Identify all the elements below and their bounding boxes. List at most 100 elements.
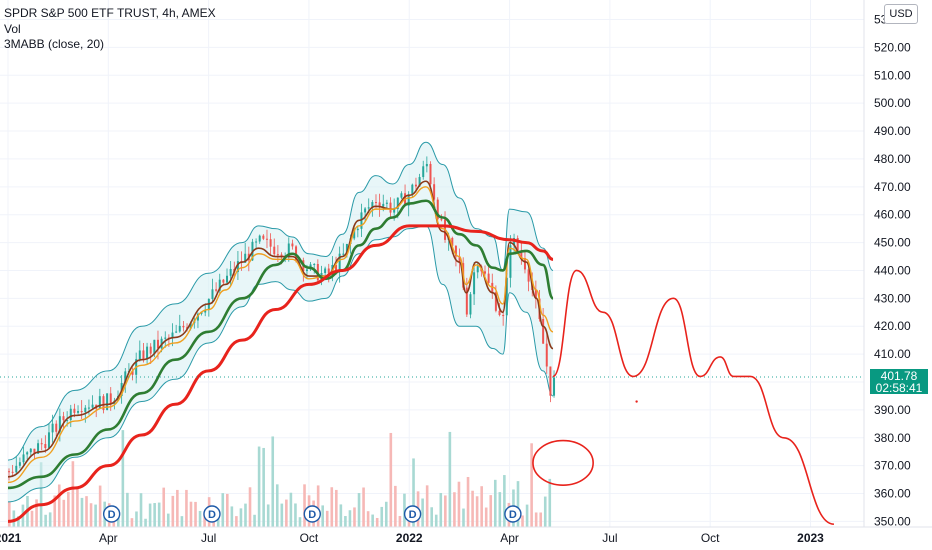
candle-body — [69, 408, 72, 421]
volume-bar — [53, 495, 57, 527]
candle-body — [400, 193, 403, 198]
candle-body — [178, 325, 181, 332]
time-axis[interactable]: 2021 Apr Jul Oct 2022 Apr Jul Oct 2023 — [0, 531, 824, 545]
volume-bar — [17, 516, 20, 527]
candle-body — [62, 416, 65, 421]
volume-bar — [194, 501, 197, 527]
volume-bar — [466, 476, 470, 527]
volume-bar — [235, 516, 238, 527]
volume-bar — [484, 507, 488, 527]
dividend-marker-icon[interactable] — [102, 505, 121, 523]
volume-bar — [8, 501, 11, 527]
candle-body — [335, 264, 338, 272]
candle-body — [273, 246, 276, 255]
volume-bar — [171, 495, 175, 527]
dividend-marker-icon[interactable] — [303, 505, 321, 523]
last-price-badge: 401.78 02:58:41 — [870, 369, 928, 394]
candle-body — [211, 289, 214, 300]
volume-bar — [226, 493, 229, 527]
moving-averages — [0, 180, 864, 523]
volume-bar — [521, 515, 524, 527]
candle-body — [534, 290, 537, 299]
volume-bar — [166, 513, 170, 527]
drawn-circle — [532, 439, 594, 486]
candle-body — [505, 277, 508, 316]
candle-body — [262, 235, 265, 239]
candle-body — [87, 407, 90, 409]
price-tick-label: 440.00 — [874, 263, 911, 277]
volume-bar — [76, 488, 79, 527]
price-tick-label: 470.00 — [874, 180, 911, 194]
currency-button[interactable]: USD — [884, 4, 918, 24]
price-tick-label: 460.00 — [874, 208, 911, 222]
volume-bar — [289, 492, 293, 527]
dividend-marker-icon[interactable] — [403, 505, 422, 523]
price-tick-label: 410.00 — [874, 347, 911, 361]
candle-body — [342, 253, 345, 255]
volume-bar — [489, 495, 493, 527]
candle-body — [367, 207, 370, 209]
candle-body — [84, 407, 87, 413]
volume-bar — [434, 514, 438, 527]
candle-body — [91, 404, 94, 408]
dividend-marker-icon[interactable] — [504, 505, 522, 523]
candle-body — [364, 208, 367, 213]
volume-bar — [130, 518, 134, 527]
volume-bar — [298, 517, 302, 527]
volume-bar — [239, 508, 243, 527]
volume-bar — [498, 492, 502, 527]
candle-body — [236, 261, 239, 273]
time-tick-label: Jul — [602, 531, 617, 545]
volume-bar — [548, 478, 552, 527]
candle-body — [553, 377, 556, 396]
candle-body — [545, 343, 548, 367]
volume-bar — [321, 505, 324, 527]
volume-bar — [67, 491, 70, 527]
volume-bar — [475, 496, 479, 527]
volume-bar — [185, 489, 188, 527]
candle-body — [454, 245, 457, 257]
volume-bar — [366, 511, 370, 527]
candle-body — [182, 325, 185, 328]
volume-bar — [448, 431, 452, 527]
volume-bar — [362, 487, 365, 527]
volume-bar — [339, 504, 343, 527]
volume-bar — [425, 485, 429, 527]
candle-body — [98, 396, 101, 409]
volume-bar — [189, 501, 193, 527]
price-tick-label: 390.00 — [874, 403, 911, 417]
candle-body — [469, 294, 472, 315]
candle-body — [476, 266, 479, 273]
candle-body — [131, 370, 134, 375]
price-tick-label: 380.00 — [874, 431, 911, 445]
candle-body — [15, 465, 18, 473]
bollinger-band — [7, 141, 554, 503]
indicator-legend: 3MABB (close, 20) — [4, 37, 105, 51]
volume-bar — [344, 516, 347, 527]
volume-bar — [271, 436, 275, 527]
volume-bar — [71, 461, 75, 527]
candle-body — [327, 268, 330, 274]
time-tick-label: Apr — [500, 531, 519, 545]
candle-body — [109, 393, 112, 405]
candle-body — [156, 339, 159, 349]
candle-body — [215, 289, 218, 291]
price-tick-label: 510.00 — [874, 68, 911, 82]
volume-bar — [203, 514, 206, 527]
series-line — [7, 199, 555, 490]
volume-bar — [480, 486, 483, 527]
candle-body — [411, 184, 414, 195]
candle-body — [171, 332, 174, 338]
dividend-marker-icon[interactable] — [203, 505, 221, 523]
candle-body — [353, 230, 356, 239]
candle-body — [356, 228, 359, 231]
time-tick-label: Apr — [99, 531, 118, 545]
volume-bar — [516, 481, 520, 527]
candle-body — [189, 323, 192, 329]
volume-bar — [39, 462, 43, 527]
candle-body — [164, 337, 167, 339]
price-axis[interactable]: 350.00360.00370.00380.00390.00400.00410.… — [874, 13, 911, 529]
price-tick-label: 370.00 — [874, 459, 911, 473]
